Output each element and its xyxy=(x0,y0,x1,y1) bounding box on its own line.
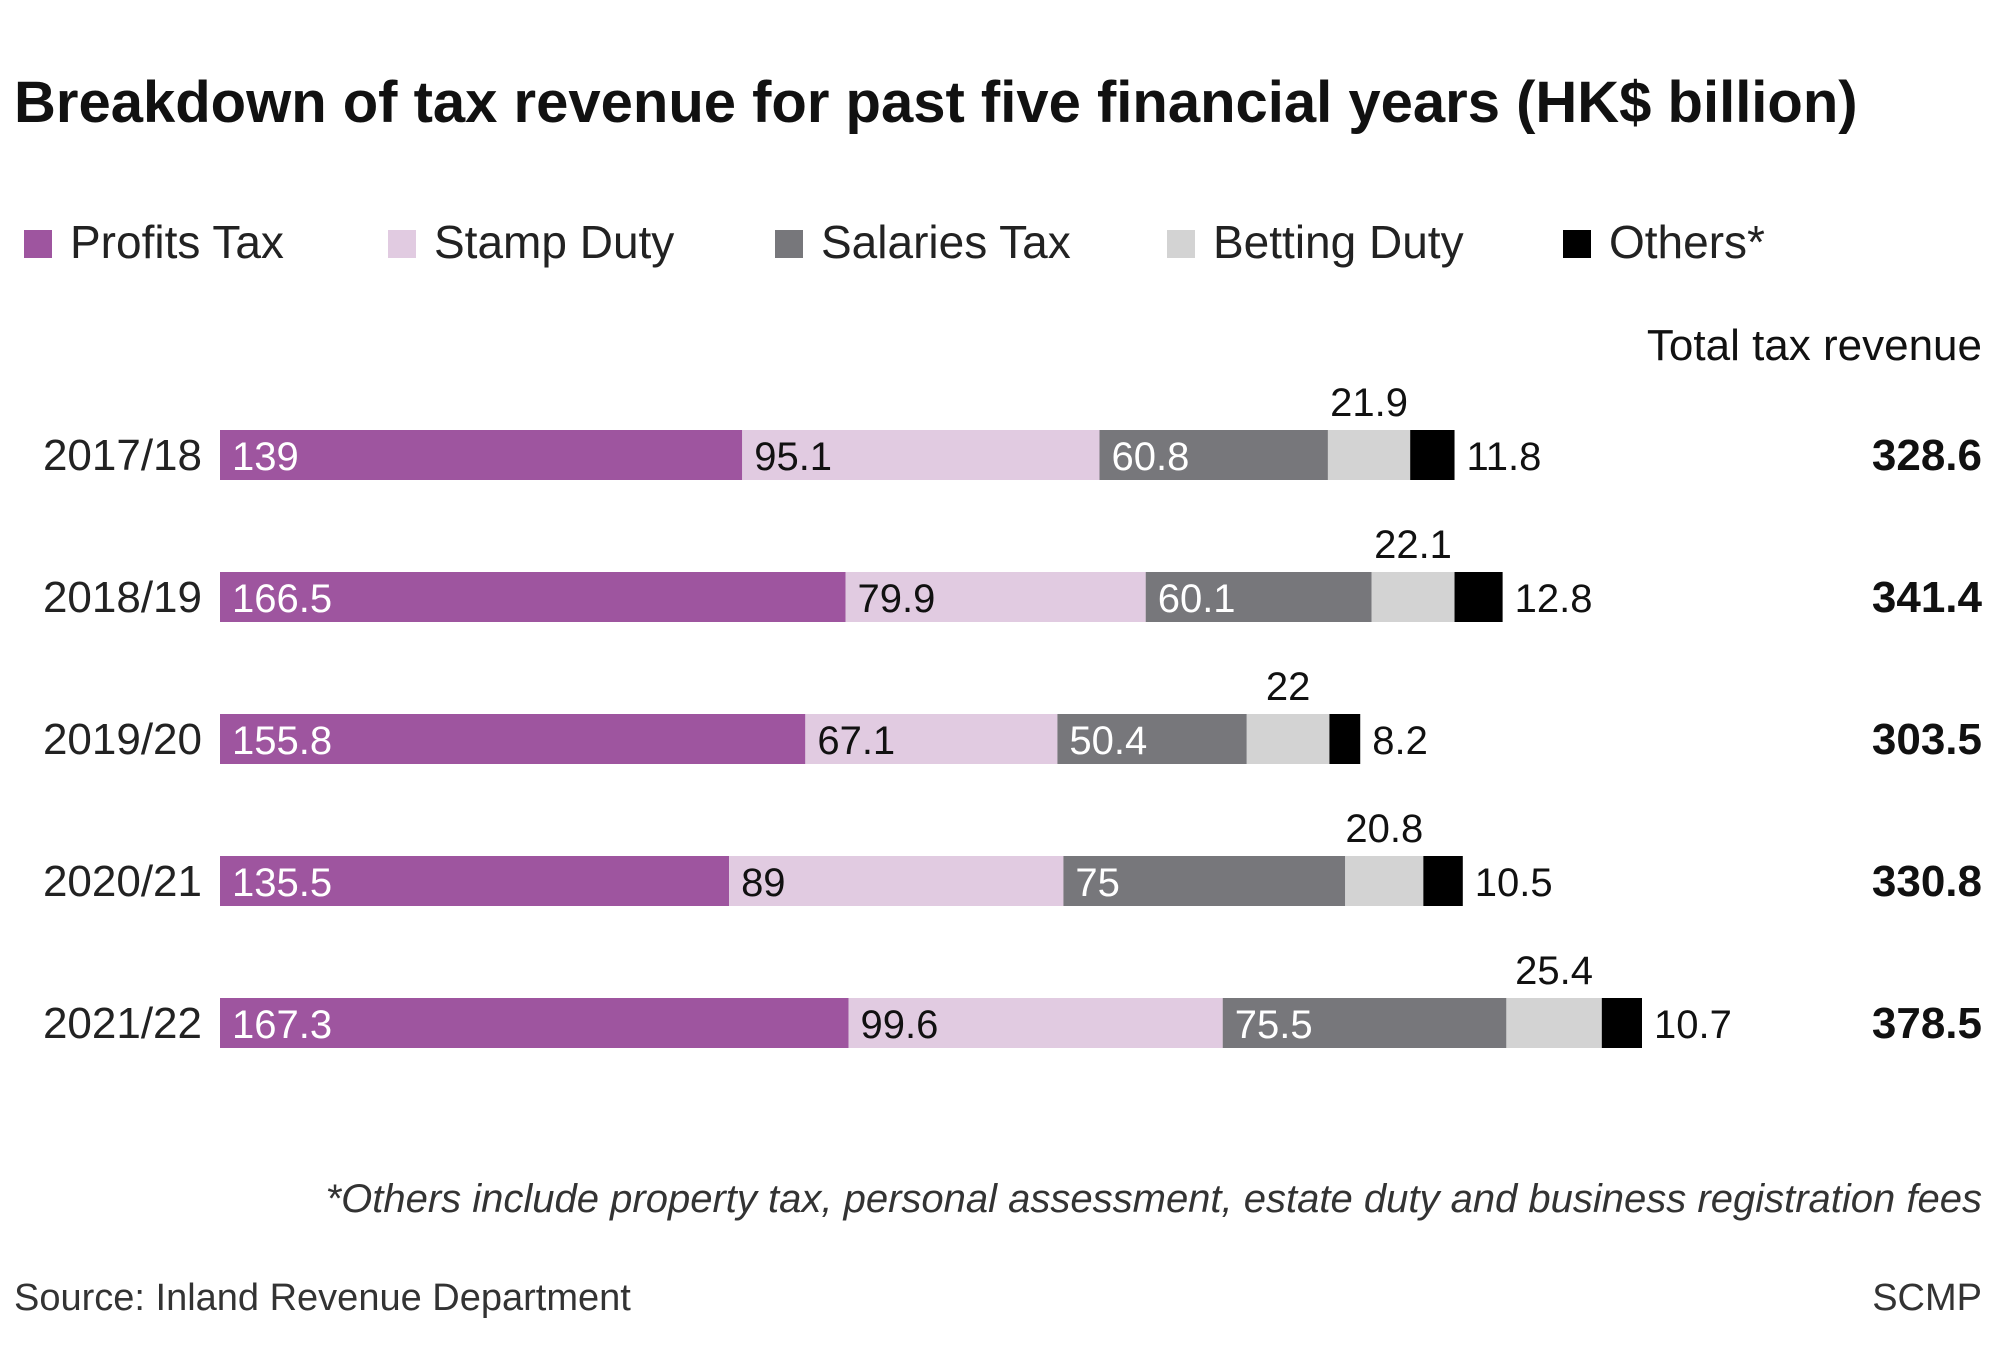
legend-item-others: Others* xyxy=(1563,216,1765,268)
data-label: 155.8 xyxy=(232,719,332,763)
bar-row-2020-21: 2020/21 135.5 89 75 20.8 10.5 330.8 xyxy=(43,807,1982,906)
legend-label: Others* xyxy=(1609,216,1765,268)
bar-segment-salaries-tax xyxy=(1063,856,1346,906)
bar-segment-profits-tax xyxy=(220,856,730,906)
data-label: 12.8 xyxy=(1515,577,1593,621)
legend-item-profits-tax: Profits Tax xyxy=(24,216,284,268)
credit: SCMP xyxy=(1872,1277,1982,1319)
category-label: 2020/21 xyxy=(43,857,202,906)
bar-segment-betting-duty xyxy=(1506,998,1602,1048)
totals-header: Total tax revenue xyxy=(1647,321,1982,370)
bar-segment-stamp-duty xyxy=(845,572,1146,622)
data-label: 8.2 xyxy=(1372,719,1428,763)
bar-segment-betting-duty xyxy=(1246,714,1330,764)
total-value: 303.5 xyxy=(1872,715,1982,764)
bar-segment-betting-duty xyxy=(1371,572,1455,622)
legend-item-betting-duty: Betting Duty xyxy=(1167,216,1464,268)
category-label: 2018/19 xyxy=(43,573,202,622)
chart-title: Breakdown of tax revenue for past five f… xyxy=(14,70,1858,135)
total-value: 328.6 xyxy=(1872,431,1982,480)
total-value: 341.4 xyxy=(1872,573,1983,622)
legend-swatch xyxy=(775,230,803,258)
bar-segment-others xyxy=(1601,998,1642,1048)
data-label: 95.1 xyxy=(754,435,832,479)
data-label: 79.9 xyxy=(858,577,936,621)
bar-segment-stamp-duty xyxy=(742,430,1100,480)
category-label: 2017/18 xyxy=(43,431,202,480)
legend-label: Salaries Tax xyxy=(821,216,1071,268)
bar-row-2019-20: 2019/20 155.8 67.1 50.4 22 8.2 303.5 xyxy=(43,665,1982,764)
bar-row-2018-19: 2018/19 166.5 79.9 60.1 22.1 12.8 341.4 xyxy=(43,523,1983,622)
data-label: 135.5 xyxy=(232,861,332,905)
data-label: 50.4 xyxy=(1069,719,1147,763)
data-label: 20.8 xyxy=(1345,807,1423,851)
data-label: 89 xyxy=(741,861,786,905)
bar-row-2017-18: 2017/18 139 95.1 60.8 21.9 11.8 328.6 xyxy=(43,381,1982,480)
category-label: 2021/22 xyxy=(43,999,202,1048)
data-label: 139 xyxy=(232,435,299,479)
bar-segment-others xyxy=(1454,572,1503,622)
legend-item-stamp-duty: Stamp Duty xyxy=(388,216,674,268)
category-label: 2019/20 xyxy=(43,715,202,764)
bar-segment-stamp-duty xyxy=(848,998,1223,1048)
bar-segment-profits-tax xyxy=(220,430,743,480)
legend: Profits Tax Stamp Duty Salaries Tax Betting… xyxy=(24,216,1765,268)
data-label: 67.1 xyxy=(817,719,895,763)
data-label: 166.5 xyxy=(232,577,332,621)
legend-swatch xyxy=(24,230,52,258)
legend-label: Stamp Duty xyxy=(434,216,674,268)
legend-swatch xyxy=(388,230,416,258)
data-label: 25.4 xyxy=(1515,949,1593,993)
bar-segment-salaries-tax xyxy=(1057,714,1247,764)
data-label: 99.6 xyxy=(861,1003,939,1047)
legend-item-salaries-tax: Salaries Tax xyxy=(775,216,1071,268)
bar-segment-salaries-tax xyxy=(1145,572,1372,622)
data-label: 10.5 xyxy=(1475,861,1553,905)
legend-label: Profits Tax xyxy=(70,216,284,268)
bar-segment-profits-tax xyxy=(220,572,846,622)
bar-segment-betting-duty xyxy=(1327,430,1411,480)
bar-segment-profits-tax xyxy=(220,714,806,764)
data-label: 22.1 xyxy=(1374,523,1452,567)
bar-segment-betting-duty xyxy=(1345,856,1424,906)
bar-segment-salaries-tax xyxy=(1222,998,1507,1048)
data-label: 60.1 xyxy=(1158,577,1236,621)
data-label: 75.5 xyxy=(1235,1003,1313,1047)
legend-swatch xyxy=(1563,230,1591,258)
bar-segment-salaries-tax xyxy=(1099,430,1328,480)
data-label: 11.8 xyxy=(1467,435,1542,479)
bar-segment-others xyxy=(1423,856,1463,906)
data-label: 22 xyxy=(1266,665,1311,709)
legend-swatch xyxy=(1167,230,1195,258)
data-label: 75 xyxy=(1075,861,1120,905)
bar-segment-stamp-duty xyxy=(729,856,1064,906)
bars: 2017/18 139 95.1 60.8 21.9 11.8 328.6 2018/19 16… xyxy=(43,381,1983,1048)
legend-label: Betting Duty xyxy=(1213,216,1464,268)
total-value: 330.8 xyxy=(1872,857,1982,906)
footnote: *Others include property tax, personal a… xyxy=(326,1177,1982,1221)
bar-segment-others xyxy=(1410,430,1455,480)
bar-segment-stamp-duty xyxy=(805,714,1058,764)
data-label: 60.8 xyxy=(1111,435,1189,479)
bar-segment-others xyxy=(1329,714,1361,764)
bar-row-2021-22: 2021/22 167.3 99.6 75.5 25.4 10.7 378.5 xyxy=(43,949,1982,1048)
source-note: Source: Inland Revenue Department xyxy=(14,1277,631,1319)
total-value: 378.5 xyxy=(1872,999,1982,1048)
bar-segment-profits-tax xyxy=(220,998,849,1048)
data-label: 21.9 xyxy=(1330,381,1408,425)
data-label: 167.3 xyxy=(232,1003,332,1047)
data-label: 10.7 xyxy=(1654,1003,1732,1047)
